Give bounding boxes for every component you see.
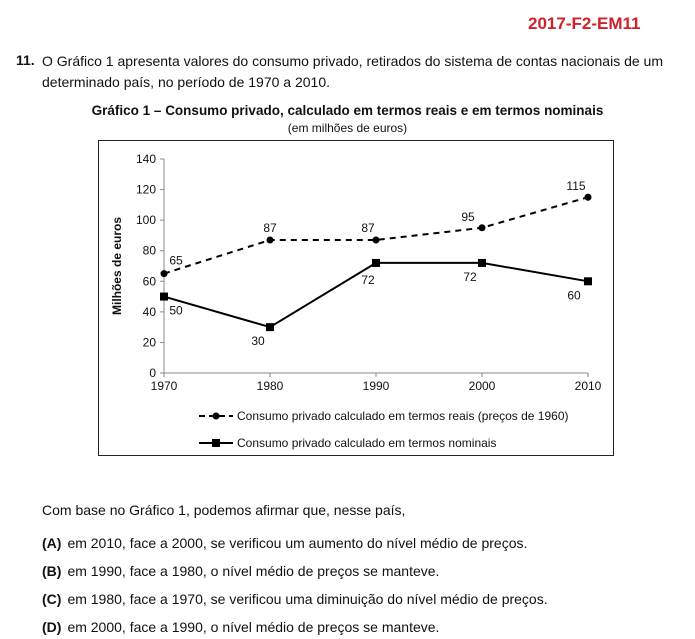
option-letter: (C) bbox=[42, 591, 62, 607]
option-letter: (A) bbox=[42, 535, 62, 551]
option-a[interactable]: (A) em 2010, face a 2000, se verificou um… bbox=[42, 535, 527, 551]
data-point bbox=[478, 224, 486, 232]
chart-subtitle: (em milhões de euros) bbox=[287, 121, 408, 135]
data-label: 72 bbox=[361, 273, 375, 287]
data-point bbox=[266, 323, 274, 332]
option-text: em 2010, face a 2000, se verificou um au… bbox=[67, 535, 528, 551]
data-label: 72 bbox=[463, 270, 477, 284]
data-point bbox=[478, 258, 486, 267]
data-label: 30 bbox=[251, 334, 265, 348]
y-axis-label: Milhões de euros bbox=[110, 217, 124, 315]
option-letter: (B) bbox=[42, 563, 62, 579]
data-label: 60 bbox=[567, 288, 581, 302]
data-label: 115 bbox=[566, 179, 585, 193]
option-letter: (D) bbox=[42, 619, 62, 635]
question-stem: Com base no Gráfico 1, podemos afirmar q… bbox=[42, 502, 406, 518]
data-label: 50 bbox=[169, 304, 183, 318]
exam-code: 2017-F2-EM11 bbox=[528, 14, 641, 33]
data-point bbox=[160, 270, 168, 278]
series-line-2 bbox=[163, 261, 589, 329]
data-label: 95 bbox=[461, 210, 475, 224]
data-point bbox=[372, 236, 380, 244]
y-tick-label: 0 bbox=[149, 366, 156, 380]
legend-label: Consumo privado calculado em termos reai… bbox=[237, 409, 569, 423]
data-label: 87 bbox=[263, 221, 277, 235]
option-text: em 1980, face a 1970, se verificou uma d… bbox=[67, 591, 548, 607]
x-tick-label: 2010 bbox=[575, 379, 602, 393]
option-d[interactable]: (D) em 2000, face a 1990, o nível médio d… bbox=[42, 619, 439, 635]
option-text: em 1990, face a 1980, o nível médio de p… bbox=[67, 563, 440, 579]
y-tick-label: 120 bbox=[136, 183, 156, 197]
question-text: O Gráfico 1 apresenta valores do consumo… bbox=[42, 53, 663, 90]
y-tick-label: 100 bbox=[136, 213, 156, 227]
legend-marker bbox=[212, 439, 220, 447]
y-tick-label: 80 bbox=[143, 244, 157, 258]
y-tick-label: 20 bbox=[143, 335, 157, 349]
option-c[interactable]: (C) em 1980, face a 1970, se verificou um… bbox=[42, 591, 548, 607]
x-tick-label: 1970 bbox=[151, 379, 178, 393]
data-label: 65 bbox=[169, 254, 183, 268]
y-tick-label: 140 bbox=[136, 152, 156, 166]
option-text: em 2000, face a 1990, o nível médio de p… bbox=[67, 619, 440, 635]
x-tick-label: 2000 bbox=[469, 379, 496, 393]
chart-frame: 0 20 40 60 80 100 120 140 1970 1980 1990 2000 2010 Mi… bbox=[98, 140, 614, 456]
data-point bbox=[160, 292, 168, 301]
question-number: 11. bbox=[16, 52, 35, 68]
y-tick-label: 40 bbox=[143, 305, 157, 319]
data-point bbox=[266, 236, 274, 244]
y-tick-label: 60 bbox=[143, 274, 157, 288]
data-point bbox=[584, 277, 592, 286]
data-point bbox=[584, 193, 592, 201]
legend-marker bbox=[212, 412, 220, 420]
option-b[interactable]: (B) em 1990, face a 1980, o nível médio d… bbox=[42, 563, 439, 579]
x-tick-label: 1990 bbox=[363, 379, 390, 393]
chart-title: Gráfico 1 – Consumo privado, calculado e… bbox=[91, 103, 604, 118]
data-label: 87 bbox=[361, 221, 375, 235]
legend-label: Consumo privado calculado em termos nomi… bbox=[237, 436, 496, 450]
data-point bbox=[372, 258, 380, 267]
x-tick-label: 1980 bbox=[257, 379, 284, 393]
line-chart: 0 20 40 60 80 100 120 140 1970 1980 1990 2000 2010 Mi… bbox=[110, 152, 602, 450]
